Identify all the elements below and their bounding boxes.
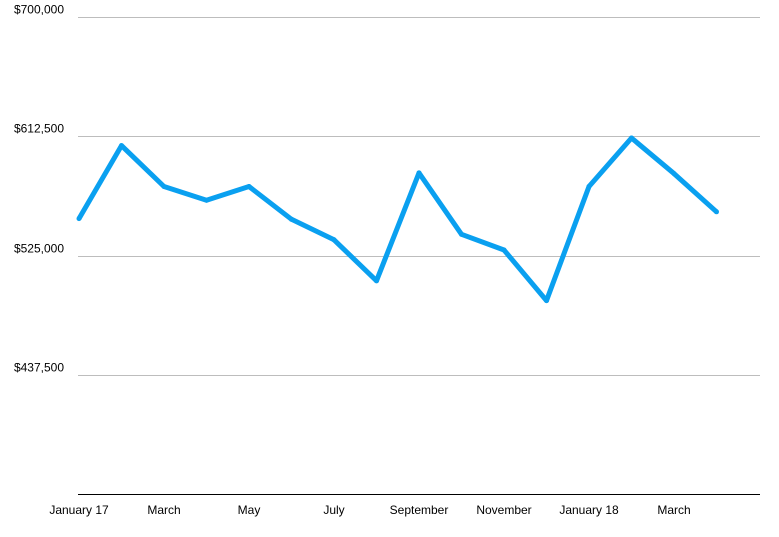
data-point-2018-03 [671,171,677,177]
data-point-2017-08 [374,278,379,284]
y-tick-label: $612,500 [14,122,64,136]
series-group [76,135,719,304]
x-tick-label: May [238,503,261,517]
data-point-2017-05 [246,184,252,189]
data-point-2017-09 [416,170,422,176]
data-point-2017-06 [289,216,294,222]
gridlines [78,17,760,376]
y-axis-tick-labels: $700,000 $612,500 $525,000 $437,500 [14,3,64,375]
data-point-2018-04 [714,209,719,215]
x-tick-label: March [657,503,690,517]
data-point-2017-04 [204,197,209,203]
data-point-2017-12 [544,298,549,304]
x-tick-label: January 17 [49,503,109,517]
data-point-2017-10 [459,231,464,237]
x-tick-label: November [476,503,531,517]
data-point-2018-02 [629,135,634,141]
data-point-2017-07 [331,237,337,243]
x-tick-label: September [390,503,449,517]
data-point-2017-02 [119,143,124,149]
series-line-0 [76,135,719,304]
y-tick-label: $525,000 [14,242,64,256]
x-tick-label: March [147,503,180,517]
data-point-2017-11 [501,247,507,253]
x-axis-tick-labels: January 17 March May July September November J… [49,503,690,517]
y-tick-label: $700,000 [14,3,64,17]
y-tick-label: $437,500 [14,361,64,375]
x-tick-label: July [323,503,344,517]
data-point-2017-03 [161,184,167,189]
x-tick-label: January 18 [559,503,619,517]
data-point-2018-01 [586,184,592,189]
data-point-2017-01 [76,216,82,222]
